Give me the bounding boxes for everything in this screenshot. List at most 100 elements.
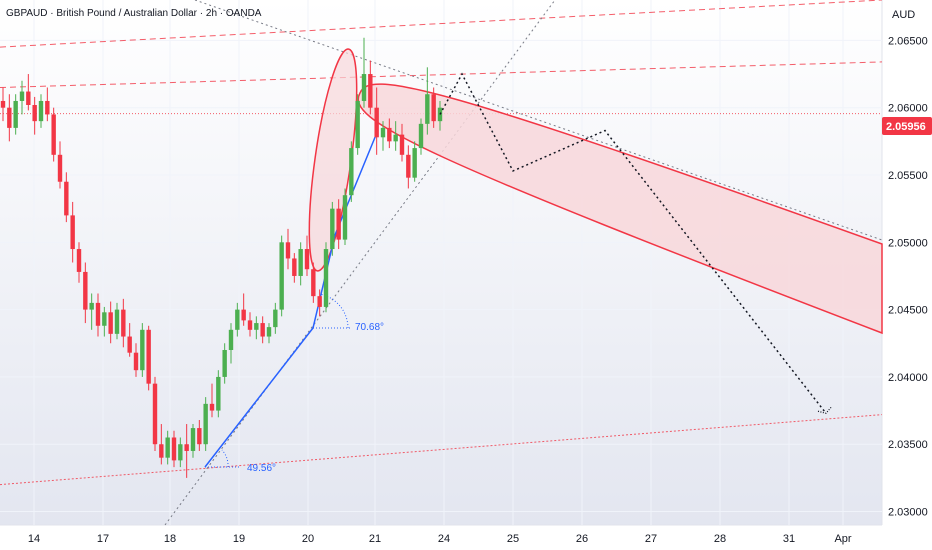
y-tick-label: 2.04500 [888,305,928,317]
candle-body [146,329,151,384]
last-price-tag: 2.05956 [882,117,932,135]
angle-arc-low [221,449,229,468]
candle-body [13,100,18,128]
candle-body [368,74,373,108]
candle-body [114,309,120,334]
candle-body [254,323,259,330]
candle-body [380,127,386,138]
x-tick-label: 14 [28,533,40,545]
candle-body [83,271,88,310]
x-tick-label: 26 [576,533,588,545]
x-tick-label: Apr [834,533,851,545]
price-axis[interactable] [882,0,932,550]
candle-body [355,100,360,149]
candle-body [57,154,63,182]
candle-body [184,444,189,451]
candle-body [190,428,196,451]
candle-body [431,94,436,122]
downtrend-line [194,0,883,241]
chart-title: GBPAUD · British Pound / Australian Doll… [6,8,262,19]
candle-body [260,323,265,337]
candle-body [342,195,348,240]
candle-body [412,148,417,178]
resistance-line [0,61,883,88]
candle-body [374,107,379,138]
candle-body [222,350,227,377]
candle-body [406,154,411,178]
candle-body [95,302,101,326]
candle-body [323,249,329,307]
candle-body [387,127,392,142]
candle-body [38,100,44,122]
x-tick-label: 28 [714,533,726,545]
x-tick-label: 27 [645,533,657,545]
x-tick-label: 25 [507,533,519,545]
candle-body [279,242,284,310]
x-tick-label: 20 [302,533,314,545]
candle-body [317,296,322,307]
candle-body [336,208,341,240]
y-tick-label: 2.04000 [888,372,928,384]
y-tick-label: 2.03000 [888,507,928,519]
candle-body [133,352,139,371]
candle-body [102,312,107,326]
x-tick-label: 18 [164,533,176,545]
candle-body [203,403,208,445]
candle-body [418,123,424,149]
angle-label-high: 70.68° [355,322,384,333]
candle-body [349,148,354,196]
candle-body [399,134,405,155]
y-tick-label: 2.06000 [888,103,928,115]
candle-body [361,74,367,101]
y-tick-label: 2.06500 [888,35,928,47]
candle-body [165,437,170,458]
uptrend-line [164,0,556,526]
candle-body [197,428,202,445]
candle-body [304,249,310,270]
candle-body [140,329,145,371]
last-price-label: 2.05956 [886,121,926,133]
candle-body [178,444,183,461]
candle-body [51,114,56,155]
candle-body [89,302,94,310]
projection-path [439,72,827,414]
y-tick-label: 2.05500 [888,170,928,182]
time-axis[interactable] [0,525,882,550]
candle-body [273,309,278,328]
candle-body [108,312,113,334]
candle-body [0,100,6,108]
candle-body [266,327,272,337]
candle-body [393,134,398,142]
candle-body [70,215,75,250]
candle-body [235,309,240,330]
currency-label: AUD [892,9,915,21]
candle-body [32,105,37,122]
candle-body [292,258,297,276]
candle-body [76,249,82,272]
candle-body [425,94,430,124]
candle-body [330,208,335,250]
x-tick-label: 24 [438,533,450,545]
support-line [0,414,883,486]
candle-body [159,444,164,458]
candle-body [7,107,12,128]
angle-label-low: 49.56° [247,463,276,474]
candle-body [311,269,316,297]
y-tick-label: 2.05000 [888,237,928,249]
candle-body [247,320,253,330]
candle-body [19,91,25,101]
candle-body [216,376,221,411]
candle-body [228,329,234,350]
projection-arrowhead [817,405,833,414]
resistance-line-top [0,0,883,48]
candle-body [64,181,69,216]
candle-body [171,437,177,461]
candle-body [127,336,132,353]
candle-body [241,309,246,321]
x-tick-label: 31 [783,533,795,545]
candle-body [285,242,291,259]
candle-body [152,383,158,445]
candle-body [298,249,303,276]
